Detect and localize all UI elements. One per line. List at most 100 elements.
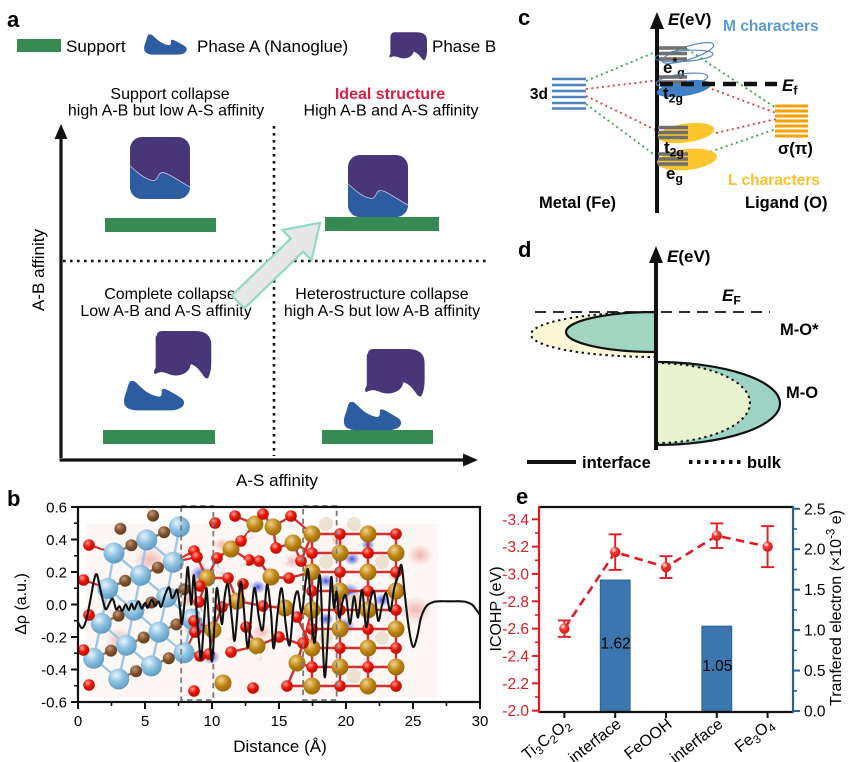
c-energy-axis-label-tspan: (eV): [679, 10, 711, 29]
transition-arrow-path: [230, 221, 322, 311]
delta-rho-curve: [77, 563, 481, 679]
atom-C: [151, 561, 164, 574]
atom-G: [347, 517, 361, 531]
e-right-tick-label: 0.5: [804, 663, 826, 680]
c-eg-star-level: e*g: [654, 42, 715, 80]
x-tick-label: 15: [271, 713, 288, 730]
c-sigma-levels: [775, 104, 808, 138]
atom-H: [225, 633, 233, 641]
atom-Fe: [264, 518, 282, 536]
atom-O: [253, 555, 265, 567]
y-tick-label: 0.0: [46, 597, 67, 614]
atom-O: [362, 547, 374, 559]
atom-Fe: [359, 525, 377, 543]
atom-O: [194, 580, 206, 592]
tr-drawing: [325, 155, 439, 231]
atom-Ti: [168, 516, 190, 538]
e-right-tick-label: 1.5: [804, 582, 826, 599]
atom-H: [246, 532, 254, 540]
br-subtitle: high A-S but low A-B affinity: [284, 303, 480, 320]
c-connectors-line: [585, 95, 661, 133]
c-connectors-line: [689, 128, 777, 160]
atom-Fe: [288, 654, 306, 672]
atom-Fe: [303, 677, 321, 695]
e-left-tick-label: -2.0: [502, 703, 529, 720]
atom-O: [270, 542, 282, 554]
atom-C: [162, 652, 175, 665]
y-tick-label: 0.6: [46, 500, 67, 517]
panel-c-label: c: [518, 5, 530, 30]
c-eg-star-level-ellipse: [654, 49, 714, 63]
x-tick-label: 5: [141, 713, 149, 730]
atom-O: [390, 642, 402, 654]
a-x-axis-label: A-S affinity: [236, 471, 318, 490]
e-icohp-line: [563, 534, 768, 630]
e-right-tick-label: 1.0: [804, 623, 826, 640]
b-ticks: [71, 506, 481, 709]
atom-O: [83, 539, 95, 551]
atom-Fe: [214, 674, 232, 692]
atom-O: [390, 604, 402, 616]
e-right-tick-label: 0.0: [804, 704, 826, 721]
atom-Ti: [130, 564, 151, 586]
atom-O: [247, 682, 259, 694]
d-legend: interface bulk: [527, 454, 782, 472]
e-data-marker: [762, 541, 773, 552]
atom-Fe: [359, 639, 377, 657]
atom-C: [114, 522, 127, 535]
atom-Ti: [156, 586, 178, 608]
d-energy-axis-label: E(eV): [667, 247, 710, 266]
b-curve: [77, 563, 481, 679]
c-fermi-label-tspan: E: [782, 76, 794, 95]
panel-b-label: b: [7, 486, 20, 511]
e-right-axis-label-tspan: e): [828, 510, 845, 529]
atom-Fe: [303, 563, 321, 581]
c-eg-star-label-tspan: e: [663, 58, 672, 77]
c-3d-levels: [552, 77, 586, 110]
x-tick-label: 30: [472, 713, 489, 730]
y-tick-label: -0.4: [41, 662, 67, 679]
atom-Ti: [173, 642, 195, 664]
c-energy-axis-label-tspan: E: [668, 10, 680, 29]
e-line-series: [557, 522, 775, 638]
atom-Fe: [262, 568, 280, 586]
x-tick-label: 0: [74, 713, 82, 730]
tl-nanoparticle: [129, 137, 191, 200]
atom-O: [281, 680, 293, 692]
y-tick-label: 0.2: [46, 565, 67, 582]
transition-arrow: [230, 221, 322, 311]
legend-phase-a-swatch: [144, 34, 187, 55]
atom-H: [255, 653, 263, 661]
br-support-bar: [322, 430, 433, 444]
c-eg-star-label-tspan: g: [677, 66, 684, 80]
atom-C: [112, 609, 125, 622]
charge-blob-blue: [374, 593, 390, 607]
c-l-characters-label: L characters: [728, 172, 820, 189]
legend-support-label: Support: [66, 37, 126, 56]
e-data-marker: [660, 561, 672, 573]
atom-O: [295, 555, 307, 567]
c-t2g-lower-label: t2g: [664, 138, 684, 160]
br-phase-a-blob: [343, 401, 402, 431]
x-tick-label: 20: [338, 713, 355, 730]
e-data-marker: [559, 623, 570, 634]
c-connectors-line: [585, 49, 661, 82]
a-y-axis-label: A-B affinity: [29, 229, 48, 311]
atom-Fe: [387, 658, 405, 676]
atom-Ti: [103, 542, 125, 564]
atom-G: [319, 517, 333, 531]
c-connectors-line: [711, 88, 777, 114]
atom-C: [119, 574, 132, 587]
atom-H: [239, 559, 247, 567]
b-interface-boxes: [180, 505, 338, 701]
panel-c: c E(eV) M characters L characters 3d σ(π…: [518, 5, 827, 213]
e-x-tick-label: interface: [667, 716, 726, 762]
atom-O: [291, 611, 303, 623]
atom-C: [178, 583, 190, 596]
atom-Fe: [331, 658, 349, 676]
c-eg-star-label: e*g: [663, 55, 685, 80]
legend-phase-a-label: Phase A (Nanoglue): [197, 37, 348, 56]
d-interface-upper-lobe: [564, 310, 658, 354]
